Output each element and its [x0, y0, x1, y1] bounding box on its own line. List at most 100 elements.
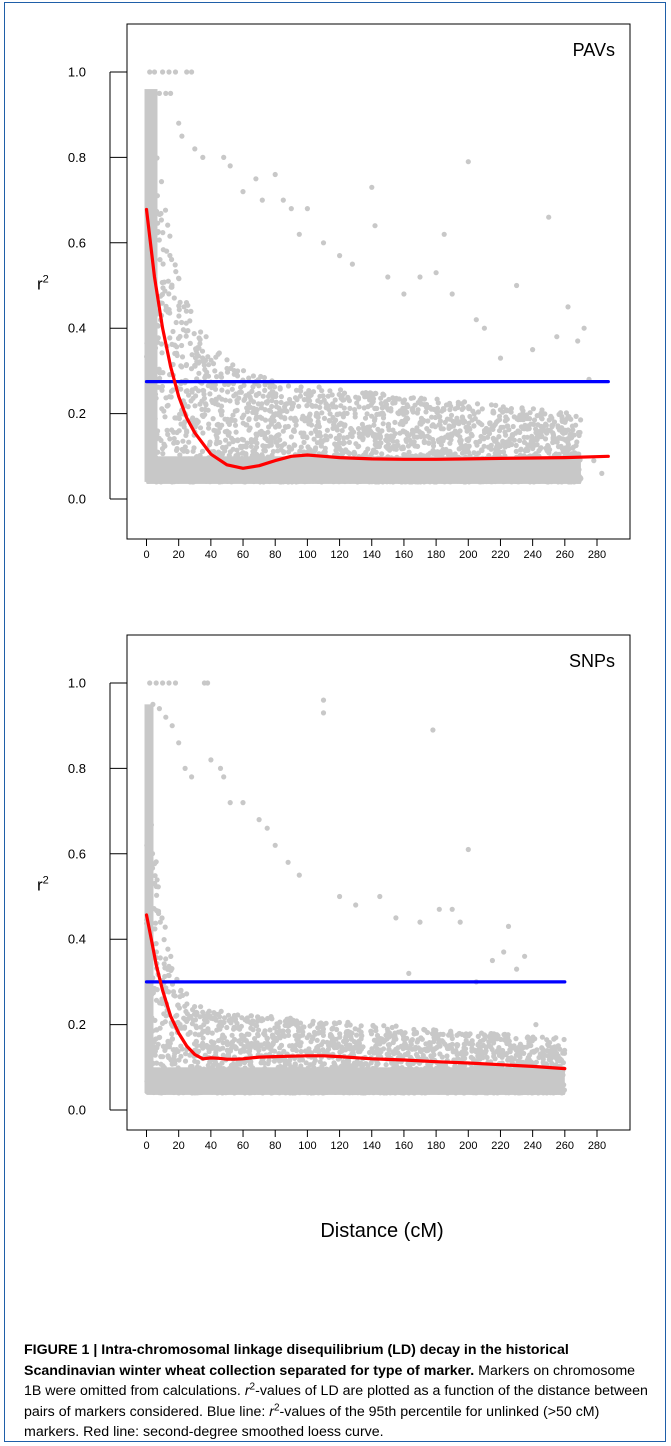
- scatter-point: [365, 432, 371, 438]
- scatter-point: [188, 308, 194, 314]
- scatter-point: [169, 1031, 175, 1037]
- scatter-point: [229, 386, 235, 392]
- panel-label: PAVs: [573, 40, 615, 60]
- scatter-point: [241, 412, 247, 418]
- scatter-point: [301, 439, 307, 445]
- scatter-point: [156, 368, 162, 374]
- scatter-point: [212, 368, 218, 374]
- scatter-point: [371, 422, 377, 428]
- scatter-point: [426, 1040, 433, 1046]
- scatter-point: [493, 402, 499, 408]
- scatter-point: [158, 1061, 164, 1067]
- scatter-point: [214, 422, 220, 428]
- scatter-point: [314, 410, 320, 416]
- scatter-point: [513, 448, 519, 454]
- scatter-point: [333, 447, 340, 453]
- scatter-point: [224, 428, 230, 434]
- scatter-point: [293, 387, 300, 393]
- x-tick-label: 180: [427, 549, 445, 561]
- scatter-point: [184, 1001, 190, 1007]
- scatter-point: [312, 427, 318, 433]
- scatter-point: [272, 171, 278, 178]
- scatter-point: [298, 430, 304, 436]
- scatter-point: [424, 404, 430, 411]
- scatter-point: [550, 435, 556, 441]
- scatter-point: [157, 955, 163, 961]
- scatter-point: [196, 359, 202, 365]
- scatter-point: [412, 402, 418, 408]
- scatter-point: [227, 163, 233, 169]
- scatter-point: [262, 407, 268, 413]
- scatter-point: [247, 394, 253, 400]
- scatter-point: [534, 437, 540, 443]
- scatter-point: [212, 386, 219, 392]
- scatter-point: [372, 416, 378, 422]
- scatter-point: [341, 439, 347, 445]
- scatter-point: [207, 439, 213, 445]
- scatter-point: [345, 1028, 351, 1035]
- y-tick-label: 0.0: [68, 1103, 86, 1118]
- scatter-point: [454, 415, 460, 421]
- scatter-point: [338, 403, 344, 409]
- scatter-point: [518, 416, 524, 423]
- scatter-point: [467, 426, 473, 432]
- scatter-point: [270, 389, 276, 395]
- scatter-point: [305, 444, 311, 450]
- scatter-point: [307, 393, 313, 399]
- scatter-point: [183, 308, 189, 314]
- scatter-point: [229, 1062, 235, 1068]
- scatter-point: [166, 291, 172, 297]
- scatter-point: [559, 415, 565, 421]
- scatter-point: [182, 419, 188, 425]
- scatter-point: [316, 431, 322, 437]
- scatter-point: [165, 946, 171, 952]
- scatter-point: [234, 407, 240, 413]
- scatter-point: [486, 429, 492, 436]
- scatter-point: [425, 418, 431, 424]
- scatter-point: [437, 1051, 443, 1057]
- scatter-point: [390, 427, 396, 433]
- scatter-point: [152, 1017, 158, 1024]
- scatter-point: [152, 873, 158, 879]
- scatter-point: [159, 291, 165, 298]
- scatter-point: [578, 417, 584, 423]
- scatter-point: [165, 431, 171, 437]
- scatter-point: [256, 390, 262, 397]
- scatter-point: [217, 408, 223, 414]
- scatter-point: [551, 419, 558, 425]
- scatter-point: [404, 430, 410, 436]
- scatter-point: [177, 333, 183, 340]
- scatter-point: [340, 1059, 346, 1065]
- scatter-point: [484, 1054, 490, 1061]
- scatter-point: [385, 441, 392, 447]
- scatter-point: [188, 398, 194, 404]
- x-tick-label: 240: [523, 549, 541, 561]
- scatter-point: [225, 1012, 232, 1018]
- scatter-point: [543, 445, 549, 451]
- scatter-point: [486, 1042, 492, 1048]
- scatter-point: [380, 391, 386, 397]
- scatter-point: [437, 451, 444, 457]
- scatter-point: [358, 1060, 364, 1066]
- scatter-point: [270, 394, 276, 400]
- scatter-point: [277, 1058, 283, 1064]
- scatter-point: [412, 1046, 418, 1052]
- scatter-point: [346, 439, 352, 445]
- x-tick-label: 140: [363, 1140, 381, 1152]
- scatter-point: [205, 354, 211, 360]
- scatter-point: [465, 1033, 472, 1039]
- scatter-point: [386, 1051, 392, 1058]
- scatter-point: [320, 393, 326, 399]
- scatter-point: [511, 1043, 517, 1049]
- scatter-point: [459, 406, 465, 412]
- scatter-point: [263, 435, 269, 442]
- scatter-point: [147, 69, 153, 75]
- scatter-point: [268, 434, 274, 440]
- scatter-point: [417, 274, 423, 280]
- scatter-point: [152, 920, 159, 926]
- scatter-point: [369, 400, 375, 406]
- scatter-point: [558, 410, 564, 416]
- scatter-point: [192, 146, 198, 152]
- scatter-point: [205, 1026, 211, 1032]
- y-tick-label: 0.4: [68, 932, 86, 947]
